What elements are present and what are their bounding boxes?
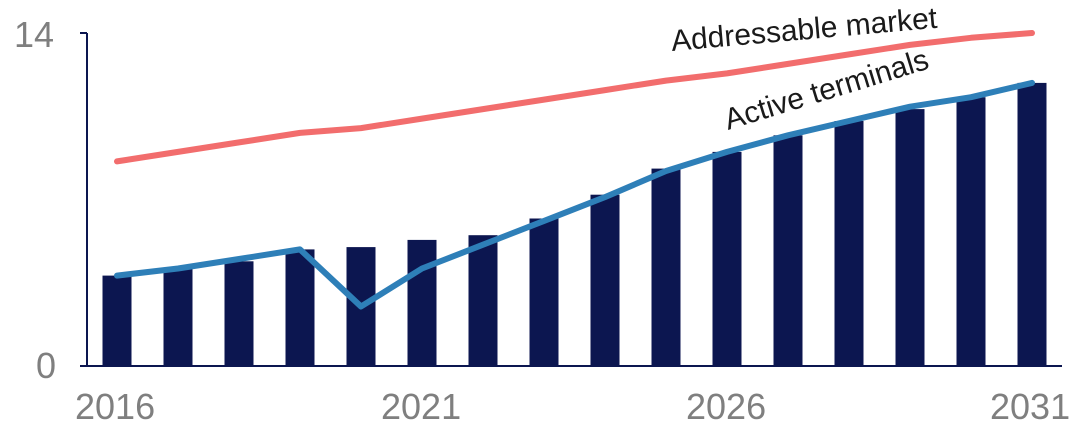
- bar-2021: [407, 239, 437, 366]
- bar-2023: [529, 218, 559, 366]
- bar-2026: [712, 151, 742, 366]
- bar-2030: [956, 97, 986, 366]
- bar-2024: [590, 194, 620, 366]
- bar-2031: [1017, 82, 1047, 367]
- bar-2018: [224, 261, 254, 366]
- bar-2019: [285, 249, 315, 366]
- bar-2016: [102, 275, 132, 366]
- bar-2025: [651, 168, 681, 366]
- line-active-terminals: [114, 79, 1035, 310]
- axes-layer: 14 0 2016 2021 2026 2031: [14, 14, 1070, 423]
- y-tick-label-max: 14: [14, 14, 54, 55]
- line-addressable-market: [114, 30, 1035, 165]
- bar-2028: [834, 121, 864, 366]
- bar-2022: [468, 235, 498, 366]
- bar-2029: [895, 109, 925, 366]
- lines-layer: [114, 30, 1035, 310]
- x-tick-label-2021: 2021: [381, 386, 461, 423]
- bar-2027: [773, 135, 803, 366]
- bar-2017: [163, 268, 193, 366]
- x-tick-label-2031: 2031: [990, 386, 1070, 423]
- y-tick-label-min: 0: [36, 345, 56, 386]
- x-tick-label-2026: 2026: [686, 386, 766, 423]
- x-tick-label-2016: 2016: [75, 386, 155, 423]
- bars-layer: [102, 82, 1047, 367]
